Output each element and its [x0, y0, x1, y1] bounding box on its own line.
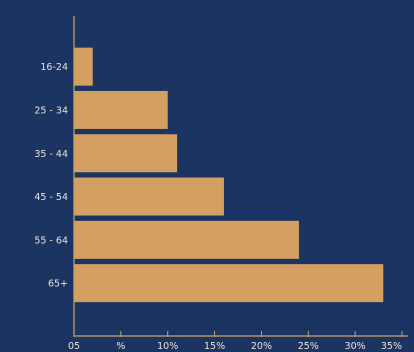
- x-tick-label: 15%: [204, 341, 225, 352]
- x-ticks-group: 05% 10% 15% 20% 25% 30% 35%: [68, 331, 403, 352]
- bar-0: [74, 47, 93, 86]
- y-tick-label: 65+: [48, 279, 68, 290]
- x-tick-label: 35%: [381, 341, 402, 352]
- x-tick-label: 30%: [345, 341, 366, 352]
- x-tick-label: %: [116, 341, 125, 352]
- bar-2: [74, 134, 178, 173]
- bar-5: [74, 264, 384, 303]
- x-tick-label: 20%: [251, 341, 272, 352]
- y-tick-label: 16-24: [40, 62, 68, 73]
- y-tick-label: 25 - 34: [34, 105, 68, 116]
- x-tick-label: 10%: [157, 341, 178, 352]
- x-tick-label: 05: [68, 341, 80, 352]
- bar-4: [74, 220, 299, 259]
- bar-1: [74, 90, 168, 129]
- bar-3: [74, 177, 224, 216]
- x-tick-label: 25%: [298, 341, 319, 352]
- y-tick-label: 55 - 64: [34, 235, 68, 246]
- y-tick-labels: 16-24 25 - 34 35 - 44 45 - 54 55 - 64 65+: [34, 62, 68, 290]
- y-tick-label: 45 - 54: [34, 192, 68, 203]
- y-tick-label: 35 - 44: [34, 149, 68, 160]
- bars-group: [74, 47, 384, 303]
